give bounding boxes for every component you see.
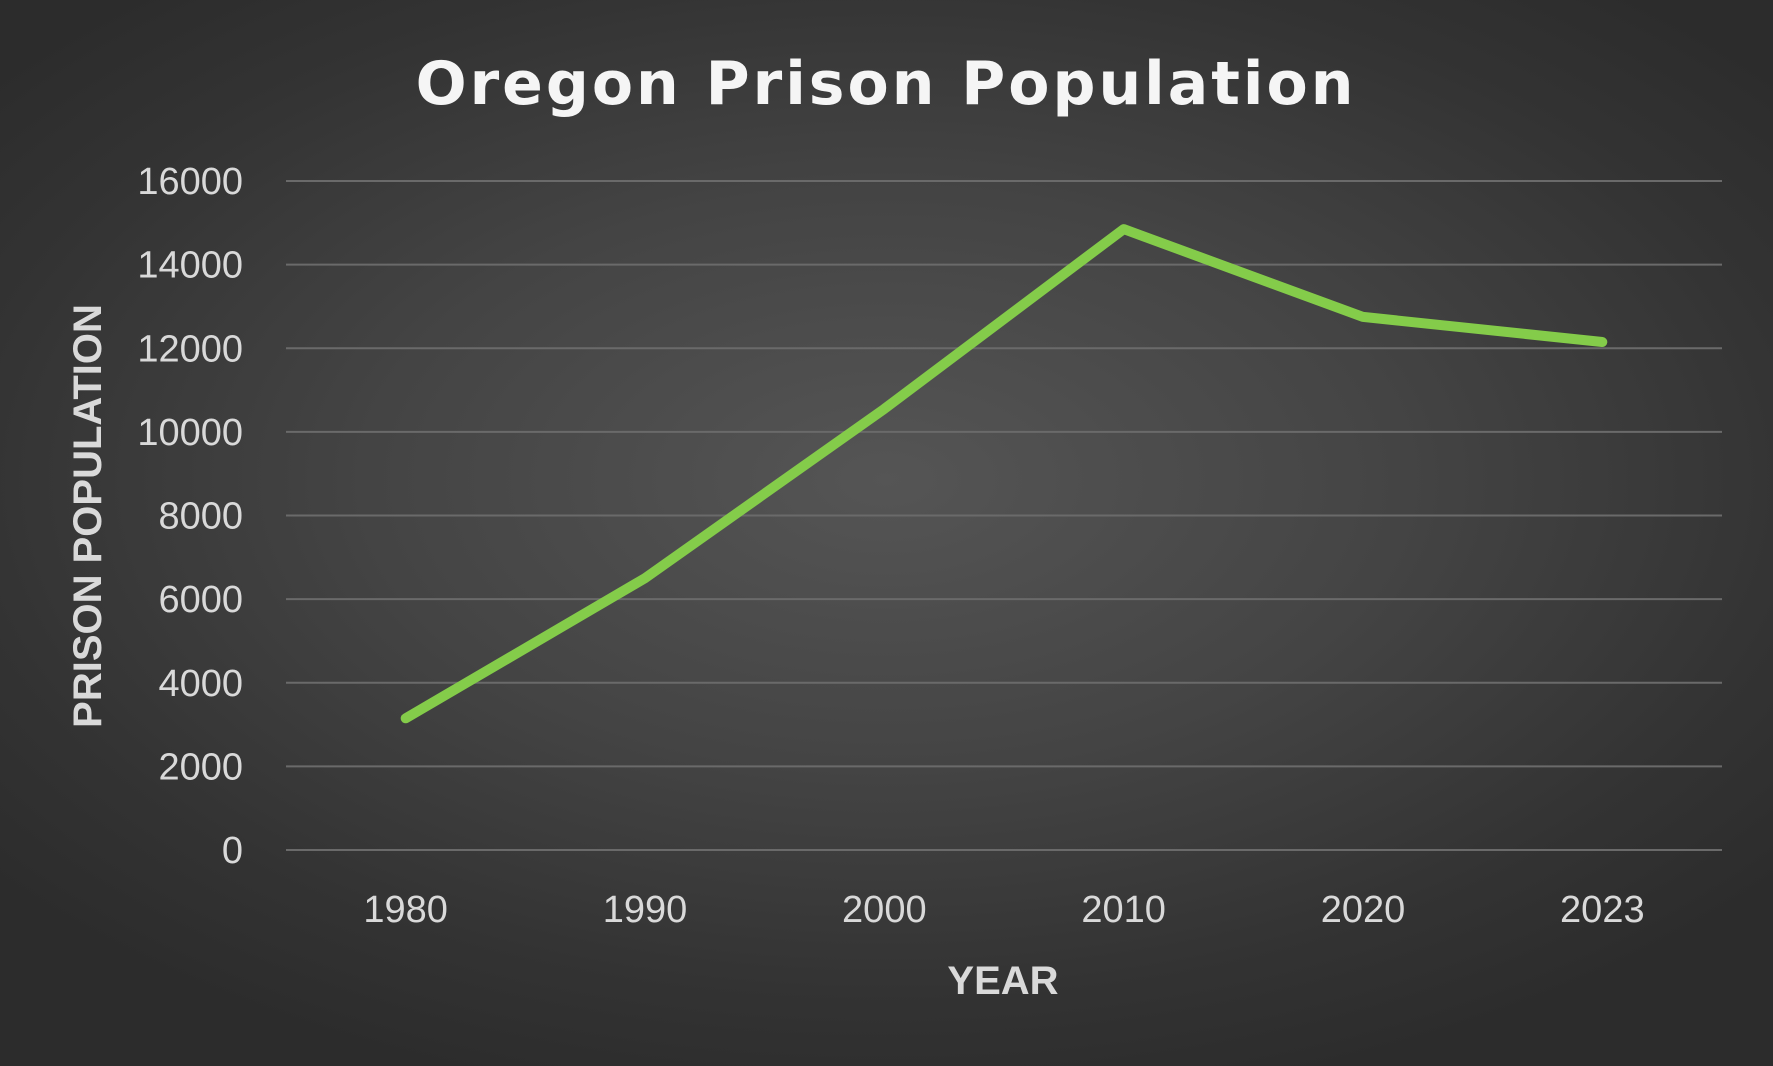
x-tick-label: 2010: [1081, 889, 1166, 931]
x-axis-ticks: 1980 1990 2000 2010 2020 2023: [363, 889, 1644, 931]
series-line-0: [400, 224, 1608, 724]
y-tick-label: 8000: [158, 496, 243, 538]
series-layer: [400, 224, 1608, 724]
x-tick-label: 2023: [1560, 889, 1645, 931]
y-tick-label: 12000: [137, 328, 243, 370]
gridlines: [286, 180, 1722, 851]
x-tick-label: 2020: [1321, 889, 1406, 931]
x-tick-label: 1990: [603, 889, 688, 931]
y-tick-label: 0: [222, 830, 243, 872]
y-tick-label: 14000: [137, 245, 243, 287]
x-tick-label: 2000: [842, 889, 927, 931]
y-axis-ticks: 0 2000 4000 6000 8000 10000 12000 14000 16000: [137, 161, 243, 872]
y-tick-label: 16000: [137, 161, 243, 203]
chart-title: Oregon Prison Population: [416, 49, 1357, 119]
x-axis-title: YEAR: [947, 959, 1058, 1003]
y-tick-label: 4000: [158, 663, 243, 705]
x-tick-label: 1980: [363, 889, 448, 931]
y-tick-label: 2000: [158, 746, 243, 788]
y-tick-label: 10000: [137, 412, 243, 454]
y-tick-label: 6000: [158, 579, 243, 621]
y-axis-title: PRISON POPULATION: [66, 304, 110, 728]
